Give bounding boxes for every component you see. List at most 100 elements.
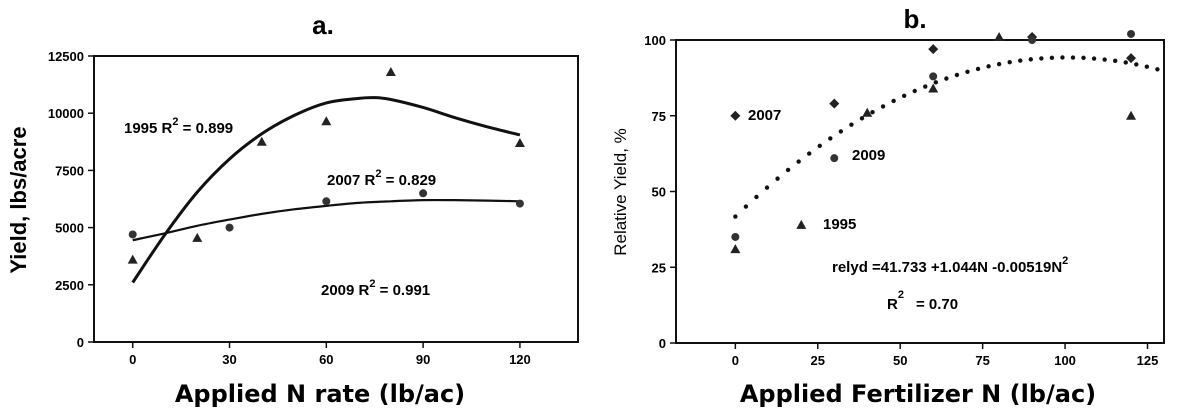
y-tick-label: 5000 bbox=[55, 221, 84, 236]
fit-curve-dot bbox=[954, 72, 960, 78]
data-point-2007 bbox=[128, 230, 137, 239]
fit-curve-dot bbox=[764, 185, 770, 190]
annotation-1995-a: 1995 R2 = 0.899 bbox=[124, 116, 233, 137]
data-point-1995 bbox=[385, 67, 396, 77]
fit-curve-dot bbox=[1060, 55, 1065, 60]
annotation-2009-b: 2009 bbox=[852, 147, 885, 164]
y-tick-label: 75 bbox=[652, 109, 666, 124]
data-point-1995 bbox=[796, 219, 807, 229]
data-point-2007 bbox=[730, 110, 741, 121]
fit-curve-dot bbox=[796, 159, 801, 164]
y-tick-label: 12500 bbox=[48, 49, 84, 64]
fit-equation-b: relyd =41.733 +1.044N -0.00519N2 bbox=[832, 255, 1068, 276]
fit-curve-dot bbox=[859, 116, 865, 121]
fit-curve-dot bbox=[870, 109, 875, 115]
fit-curve-dot bbox=[923, 84, 928, 89]
fit-curve-dot bbox=[965, 69, 970, 74]
fit-curve-dot bbox=[1018, 58, 1023, 63]
fit-curve-dot bbox=[807, 151, 812, 156]
x-tick-label: 30 bbox=[222, 352, 236, 367]
annotation-2007-b: 2007 bbox=[748, 107, 781, 124]
panel-a: a. 0 30 60 90 120 0 2500 5000 7500 10000 12500 199… bbox=[6, 10, 579, 408]
x-tick-label: 120 bbox=[509, 352, 531, 367]
plot-frame-a bbox=[93, 55, 579, 343]
y-tick-label: 7500 bbox=[55, 163, 84, 178]
fit-curve-dot bbox=[1091, 56, 1097, 61]
fit-curve-dot bbox=[880, 104, 886, 109]
data-point-1995 bbox=[321, 116, 332, 126]
x-tick-label: 60 bbox=[319, 352, 333, 367]
data-point-1995 bbox=[730, 244, 741, 254]
fit-curve-dot bbox=[912, 88, 917, 94]
x-axis-label-b: Applied Fertilizer N (lb/ac) bbox=[740, 380, 1096, 408]
fit-line-1995 bbox=[131, 96, 521, 284]
fit-curve-dot bbox=[1049, 55, 1055, 60]
x-tick-label: 25 bbox=[811, 353, 825, 368]
x-tick-label: 50 bbox=[893, 353, 907, 368]
fit-curve-dot bbox=[1039, 56, 1044, 61]
annotation-2009-a: 2009 R2 = 0.991 bbox=[321, 278, 430, 299]
data-point-1995 bbox=[514, 137, 525, 147]
fit-curve-dot bbox=[1155, 67, 1160, 72]
fit-curve-dot bbox=[1081, 55, 1086, 61]
data-point-1995 bbox=[1126, 110, 1137, 120]
data-point-2007 bbox=[322, 197, 331, 206]
fit-lines-a bbox=[131, 96, 521, 284]
x-tick-label: 125 bbox=[1137, 353, 1159, 368]
y-tick-label: 0 bbox=[77, 335, 84, 350]
fit-curve-b bbox=[733, 55, 1160, 219]
y-tick-label: 2500 bbox=[55, 278, 84, 293]
data-point-2009 bbox=[731, 232, 740, 241]
fit-curve-dot bbox=[996, 61, 1002, 67]
x-tick-label: 100 bbox=[1054, 353, 1076, 368]
fit-curve-dot bbox=[817, 143, 822, 149]
points-b bbox=[730, 29, 1137, 254]
fit-curve-dot bbox=[901, 93, 907, 99]
fit-curve-dot bbox=[975, 66, 981, 72]
ticks-b: 0 25 50 75 100 125 0 25 50 75 100 bbox=[644, 33, 1158, 368]
y-tick-label: 100 bbox=[644, 33, 666, 48]
x-tick-label: 0 bbox=[732, 353, 739, 368]
fit-curve-dot bbox=[1113, 58, 1118, 64]
fit-curve-dot bbox=[933, 80, 939, 85]
data-point-2007 bbox=[928, 44, 939, 55]
data-point-1995 bbox=[928, 83, 939, 93]
x-tick-label: 90 bbox=[416, 352, 430, 367]
fit-curve-dot bbox=[828, 136, 833, 141]
fit-curve-dot bbox=[1102, 57, 1107, 62]
fit-curve-dot bbox=[1144, 64, 1150, 69]
data-point-2007 bbox=[515, 199, 524, 208]
fit-curve-dot bbox=[944, 76, 949, 81]
fit-line-2007 bbox=[132, 198, 520, 242]
x-tick-label: 0 bbox=[129, 352, 136, 367]
fit-curve-dot bbox=[733, 214, 738, 219]
y-tick-label: 25 bbox=[652, 260, 666, 275]
y-tick-label: 50 bbox=[652, 185, 666, 200]
data-point-2009 bbox=[1127, 29, 1136, 38]
fit-curve-dot bbox=[838, 129, 844, 134]
annotation-2007-a: 2007 R2 = 0.829 bbox=[327, 168, 436, 189]
y-axis-label-b: Relative Yield, % bbox=[611, 128, 630, 256]
data-point-1995 bbox=[862, 107, 873, 117]
ticks-a: 0 30 60 90 120 0 2500 5000 7500 10000 12500 bbox=[48, 49, 531, 367]
data-point-2007 bbox=[1126, 53, 1137, 64]
title-a: a. bbox=[312, 10, 334, 40]
panel-b: b. 0 25 50 75 100 125 0 25 50 75 100 2007 2009 199… bbox=[611, 4, 1165, 408]
data-point-2007 bbox=[225, 223, 234, 232]
data-point-1995 bbox=[256, 136, 267, 146]
points-a bbox=[127, 67, 525, 264]
fit-curve-dot bbox=[743, 204, 749, 209]
fit-curve-dot bbox=[891, 98, 896, 104]
y-tick-label: 10000 bbox=[48, 106, 84, 121]
data-point-2009 bbox=[1028, 36, 1037, 44]
data-point-1995 bbox=[127, 254, 138, 264]
y-axis-label-a: Yield, lbs/acre bbox=[6, 126, 31, 273]
annotation-1995-b: 1995 bbox=[823, 216, 856, 233]
data-point-2009 bbox=[929, 72, 938, 81]
fit-curve-dot bbox=[1123, 60, 1128, 65]
fit-r2-b: R2= 0.70 bbox=[887, 289, 958, 313]
fit-curve-dot bbox=[775, 176, 780, 181]
fit-curve-dot bbox=[754, 194, 759, 200]
y-tick-label: 0 bbox=[659, 336, 666, 351]
